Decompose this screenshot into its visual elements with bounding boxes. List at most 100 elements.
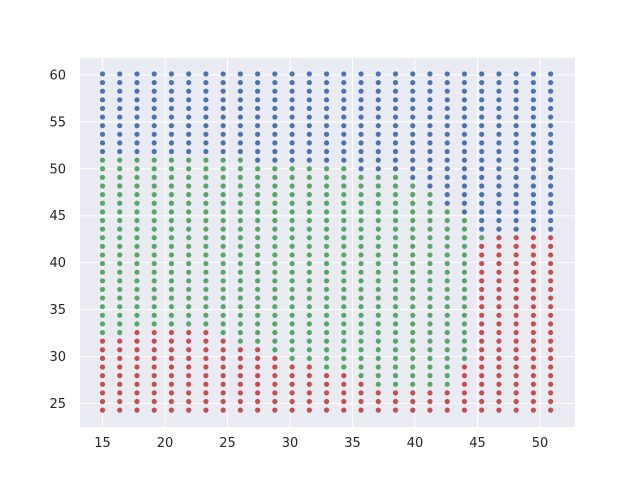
data-point bbox=[151, 243, 157, 249]
data-point bbox=[444, 174, 450, 180]
data-point bbox=[375, 278, 381, 284]
data-point bbox=[99, 200, 106, 206]
data-point bbox=[461, 140, 468, 146]
data-point bbox=[530, 105, 536, 112]
data-point bbox=[151, 166, 157, 172]
data-point bbox=[168, 88, 175, 94]
data-point bbox=[117, 123, 123, 129]
data-point bbox=[220, 390, 226, 396]
data-point bbox=[461, 269, 468, 275]
data-point bbox=[341, 79, 347, 86]
data-point bbox=[513, 157, 519, 163]
data-point bbox=[513, 269, 519, 275]
data-point bbox=[306, 192, 312, 198]
data-point bbox=[289, 123, 295, 129]
data-point bbox=[203, 209, 209, 215]
data-point bbox=[530, 278, 536, 284]
data-point bbox=[479, 131, 485, 137]
data-point bbox=[237, 312, 243, 318]
data-point bbox=[375, 105, 381, 112]
data-point bbox=[186, 105, 192, 112]
data-point bbox=[479, 217, 485, 224]
data-point bbox=[255, 209, 261, 215]
data-point bbox=[151, 407, 157, 413]
data-point bbox=[272, 373, 278, 379]
data-point bbox=[530, 235, 536, 241]
data-point bbox=[272, 390, 278, 396]
data-point bbox=[220, 286, 226, 293]
data-point bbox=[341, 235, 347, 241]
data-point bbox=[479, 304, 485, 310]
data-point bbox=[530, 157, 536, 163]
data-point bbox=[358, 286, 364, 293]
data-point bbox=[134, 166, 140, 172]
data-point bbox=[461, 217, 468, 224]
data-point bbox=[151, 329, 157, 336]
data-point bbox=[548, 321, 554, 327]
data-point bbox=[513, 381, 519, 387]
data-point bbox=[237, 347, 243, 353]
data-point bbox=[255, 355, 261, 361]
data-point bbox=[289, 295, 295, 301]
data-point bbox=[410, 329, 416, 336]
data-point bbox=[358, 174, 364, 180]
data-point bbox=[444, 79, 450, 86]
data-point bbox=[427, 235, 433, 241]
data-point bbox=[427, 390, 433, 396]
data-point bbox=[255, 166, 261, 172]
data-point bbox=[444, 260, 450, 267]
data-point bbox=[99, 71, 106, 77]
data-point bbox=[427, 269, 433, 275]
data-point bbox=[496, 243, 502, 249]
data-point bbox=[255, 183, 261, 189]
data-point bbox=[237, 355, 243, 361]
data-point bbox=[392, 390, 399, 396]
data-point bbox=[306, 157, 312, 163]
data-point bbox=[99, 304, 106, 310]
data-point bbox=[496, 166, 502, 172]
data-point bbox=[461, 295, 468, 301]
data-point bbox=[323, 79, 330, 86]
data-point bbox=[306, 321, 312, 327]
data-point bbox=[513, 407, 519, 413]
data-point bbox=[134, 286, 140, 293]
data-point bbox=[272, 286, 278, 293]
data-point bbox=[272, 407, 278, 413]
data-point bbox=[186, 166, 192, 172]
data-point bbox=[530, 312, 536, 318]
data-point bbox=[427, 79, 433, 86]
data-point bbox=[306, 174, 312, 180]
data-point bbox=[117, 88, 123, 94]
data-point bbox=[272, 252, 278, 258]
data-point bbox=[186, 209, 192, 215]
data-point bbox=[548, 235, 554, 241]
data-point bbox=[117, 183, 123, 189]
data-point bbox=[237, 192, 243, 198]
data-point bbox=[530, 304, 536, 310]
data-point bbox=[203, 260, 209, 267]
data-point bbox=[513, 398, 519, 405]
data-point bbox=[203, 166, 209, 172]
data-point bbox=[461, 398, 468, 405]
data-point bbox=[186, 114, 192, 120]
data-point bbox=[186, 373, 192, 379]
data-point bbox=[289, 226, 295, 232]
data-point bbox=[496, 312, 502, 318]
data-point bbox=[134, 321, 140, 327]
data-point bbox=[255, 226, 261, 232]
data-point bbox=[220, 209, 226, 215]
data-point bbox=[358, 338, 364, 344]
data-point bbox=[255, 338, 261, 344]
data-point bbox=[117, 304, 123, 310]
data-point bbox=[289, 398, 295, 405]
data-point bbox=[410, 148, 416, 155]
data-point bbox=[479, 157, 485, 163]
data-point bbox=[427, 312, 433, 318]
data-point bbox=[358, 321, 364, 327]
data-point bbox=[513, 260, 519, 267]
data-point bbox=[496, 131, 502, 137]
data-point bbox=[427, 398, 433, 405]
data-point bbox=[186, 97, 192, 103]
data-point bbox=[255, 407, 261, 413]
data-point bbox=[151, 192, 157, 198]
